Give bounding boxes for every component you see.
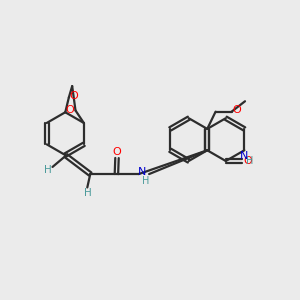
Text: O: O — [66, 105, 74, 115]
Text: H: H — [44, 165, 52, 175]
Text: H: H — [84, 188, 92, 198]
Text: H: H — [142, 176, 149, 186]
Text: N: N — [138, 167, 146, 177]
Text: N: N — [240, 151, 248, 161]
Text: H: H — [246, 156, 253, 166]
Text: O: O — [70, 91, 79, 101]
Text: O: O — [243, 156, 252, 166]
Text: O: O — [112, 147, 122, 157]
Text: O: O — [232, 105, 241, 115]
